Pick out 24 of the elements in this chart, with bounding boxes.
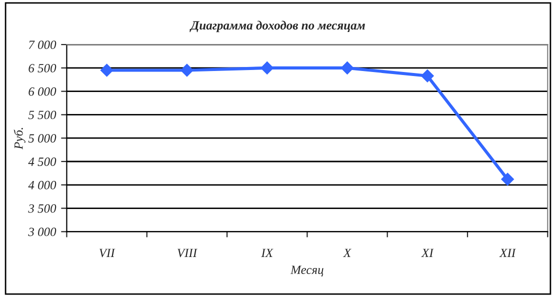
y-tick-label: 6 000 bbox=[28, 87, 56, 96]
x-tick-label: X bbox=[343, 248, 352, 257]
x-axis-title: Месяц bbox=[290, 266, 324, 276]
point bbox=[180, 64, 194, 77]
y-tick-label: 7 000 bbox=[28, 40, 56, 50]
x-tick-label: XI bbox=[421, 248, 434, 257]
x-tick-label: IX bbox=[261, 248, 274, 257]
x-tick-label: VII bbox=[99, 248, 116, 258]
y-tick-label: 5 500 bbox=[28, 110, 56, 120]
point bbox=[421, 69, 434, 82]
chart-title: Диаграмма доходов по месяцам bbox=[190, 20, 365, 32]
x-tick-label: XII bbox=[499, 248, 516, 257]
point bbox=[340, 62, 354, 74]
y-tick-label: 6 500 bbox=[28, 64, 56, 72]
point bbox=[501, 172, 514, 186]
y-tick-label: 3 500 bbox=[28, 204, 56, 213]
y-tick-label: 3 000 bbox=[28, 228, 56, 236]
y-tick-label: 4 000 bbox=[28, 180, 56, 190]
y-axis-title: Руб. bbox=[14, 128, 26, 150]
y-tick-label: 4 500 bbox=[28, 158, 56, 166]
point bbox=[100, 64, 114, 77]
x-tick-label: VIII bbox=[178, 248, 198, 258]
y-tick-label: 5 000 bbox=[28, 134, 56, 143]
point bbox=[260, 62, 274, 74]
